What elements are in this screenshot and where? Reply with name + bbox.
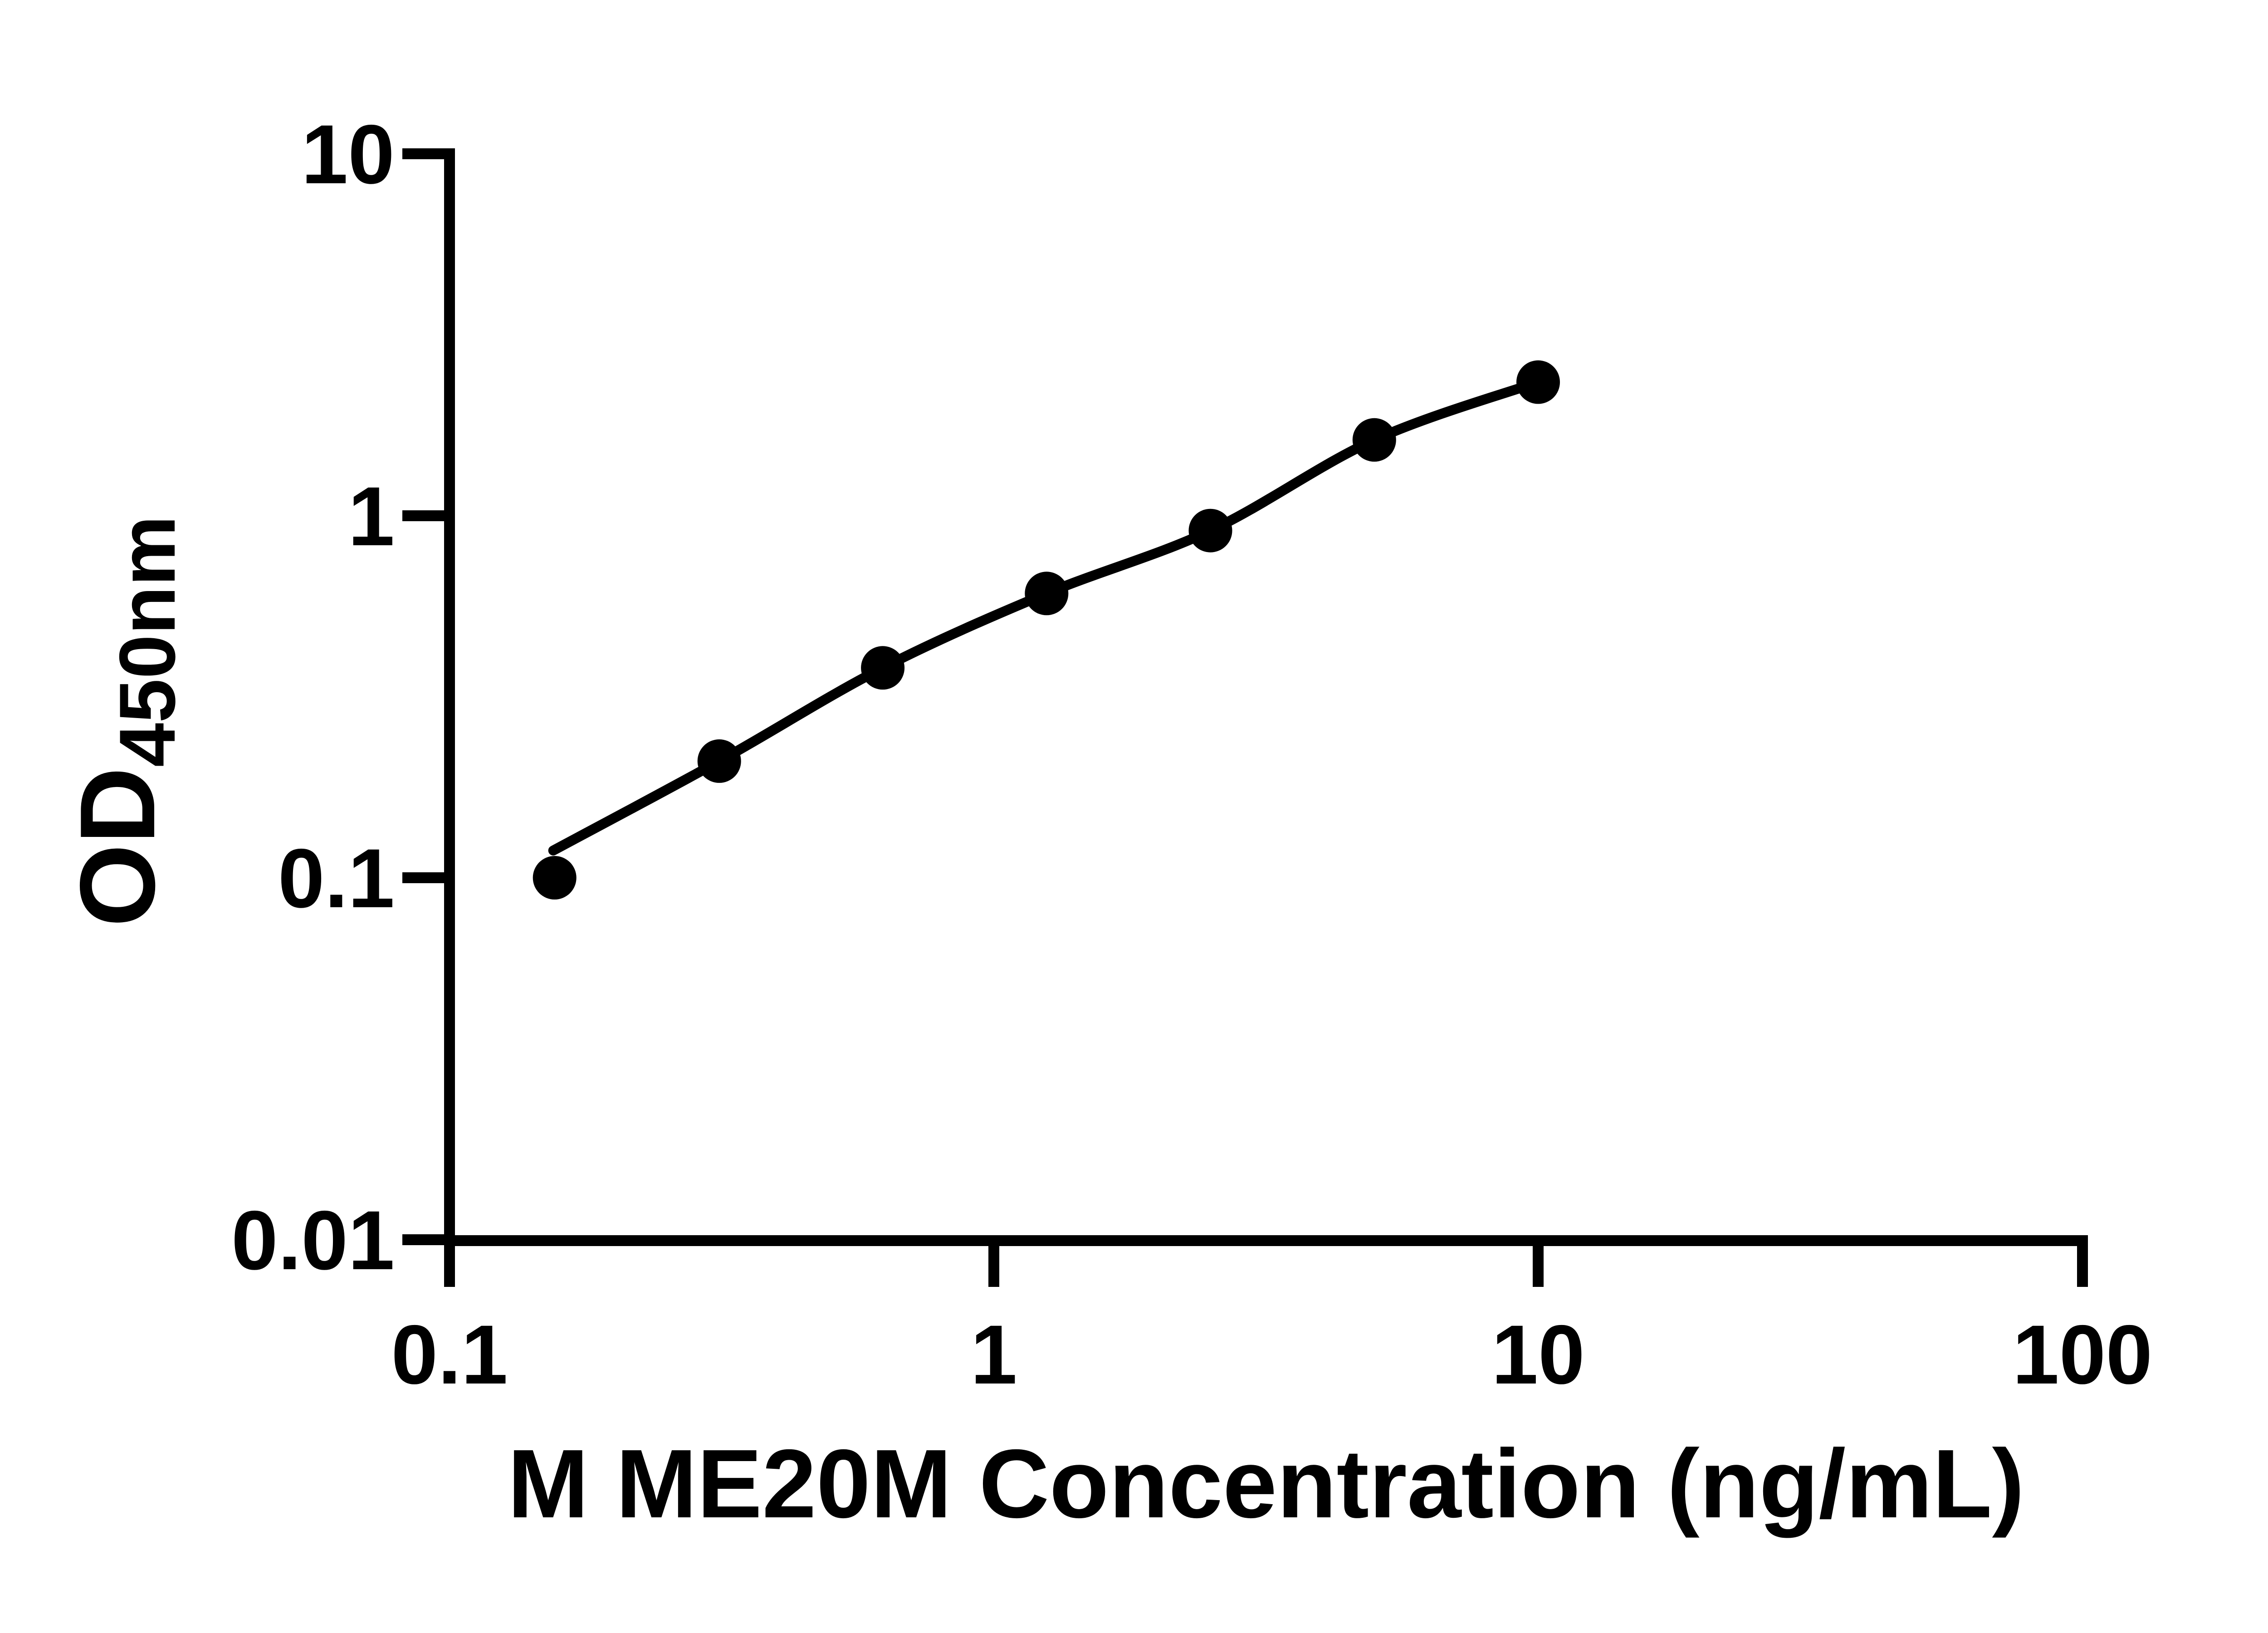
y-axis-title: OD450nm — [58, 516, 192, 927]
x-axis-ticks — [444, 1241, 2088, 1287]
x-tick-label-0.1: 0.1 — [391, 1308, 508, 1402]
y-tick-label-0.1: 0.1 — [278, 832, 395, 925]
data-point-3 — [861, 646, 905, 690]
x-tick-label-100: 100 — [2013, 1308, 2153, 1402]
data-point-4 — [1025, 572, 1069, 616]
x-tick-label-1: 1 — [971, 1308, 1017, 1402]
y-axis-ticks — [402, 148, 450, 1245]
data-point-1 — [533, 856, 577, 900]
x-tick-label-10: 10 — [1491, 1308, 1585, 1402]
y-axis-tick-labels: 0.01 0.1 1 10 — [231, 108, 395, 1287]
x-axis-title: M ME20M Concentration (ng/mL) — [508, 1429, 2024, 1538]
data-point-2 — [697, 739, 741, 783]
data-points — [533, 360, 1560, 900]
data-point-7 — [1516, 360, 1560, 404]
data-point-6 — [1352, 418, 1396, 462]
y-axis-title-main: OD — [58, 767, 177, 927]
y-axis-title-subscript: 450nm — [103, 516, 192, 767]
y-tick-label-0.01: 0.01 — [231, 1194, 395, 1287]
y-tick-label-10: 10 — [301, 108, 395, 201]
data-point-5 — [1188, 508, 1232, 552]
x-axis-tick-labels: 0.1 1 10 100 — [391, 1308, 2152, 1402]
y-tick-label-1: 1 — [348, 470, 395, 563]
